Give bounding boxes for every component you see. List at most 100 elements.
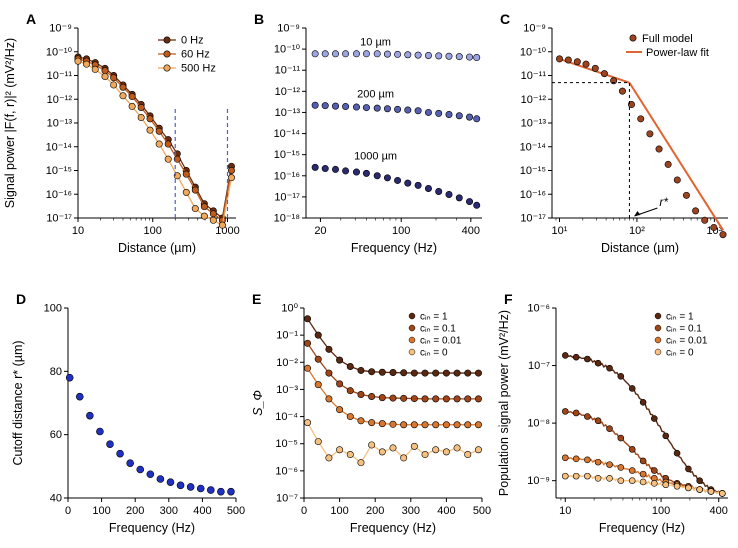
legend-label: cᵢₙ = 0 bbox=[420, 348, 448, 359]
data-marker bbox=[400, 370, 406, 376]
data-marker bbox=[210, 217, 216, 223]
data-marker bbox=[353, 51, 359, 57]
rstar-label: r* bbox=[659, 195, 668, 209]
data-marker bbox=[201, 213, 207, 219]
series-annotation: 1000 µm bbox=[354, 150, 397, 162]
data-marker bbox=[332, 166, 338, 172]
data-marker bbox=[374, 105, 380, 111]
ytick-label: 10⁻³ bbox=[276, 384, 298, 396]
data-marker bbox=[137, 466, 144, 473]
data-marker bbox=[618, 373, 624, 379]
data-marker bbox=[475, 370, 481, 376]
data-marker bbox=[446, 53, 452, 59]
data-marker bbox=[400, 395, 406, 401]
data-marker bbox=[618, 478, 624, 484]
data-marker bbox=[411, 370, 417, 376]
ytick-label: 10⁻⁷ bbox=[528, 360, 550, 372]
data-marker bbox=[384, 175, 390, 181]
data-marker bbox=[322, 102, 328, 108]
data-marker bbox=[584, 473, 590, 479]
legend-label: cᵢₙ = 0.01 bbox=[420, 336, 462, 347]
ytick-label: 10⁻¹⁷ bbox=[520, 213, 546, 225]
data-marker bbox=[443, 396, 449, 402]
data-marker bbox=[390, 445, 396, 451]
data-marker bbox=[433, 422, 439, 428]
xtick-label: 400 bbox=[462, 225, 480, 237]
data-marker bbox=[347, 451, 353, 457]
x-axis-label: Distance (µm) bbox=[118, 241, 196, 255]
data-marker bbox=[363, 104, 369, 110]
data-marker bbox=[425, 109, 431, 115]
panel-B: 2010040010⁻¹⁸10⁻¹⁷10⁻¹⁶10⁻¹⁵10⁻¹⁴10⁻¹³10… bbox=[246, 10, 492, 260]
data-marker bbox=[127, 460, 134, 467]
data-marker bbox=[363, 170, 369, 176]
data-marker bbox=[456, 53, 462, 59]
data-marker bbox=[573, 354, 579, 360]
data-marker bbox=[663, 433, 669, 439]
data-marker bbox=[574, 59, 580, 65]
data-marker bbox=[353, 169, 359, 175]
data-marker bbox=[465, 396, 471, 402]
data-marker bbox=[663, 482, 669, 488]
ytick-label: 10⁻¹⁰ bbox=[520, 46, 547, 58]
xtick-label: 500 bbox=[473, 505, 491, 517]
ytick-label: 10⁻¹² bbox=[521, 94, 547, 106]
xtick-label: 500 bbox=[227, 505, 245, 517]
data-marker bbox=[443, 449, 449, 455]
data-marker bbox=[110, 82, 116, 88]
ytick-label: 10⁻⁵ bbox=[275, 438, 298, 450]
ytick-label: 10⁻¹⁵ bbox=[46, 165, 72, 177]
data-marker bbox=[692, 208, 698, 214]
ytick-label: 10⁻⁷ bbox=[276, 493, 298, 505]
data-marker bbox=[157, 476, 164, 483]
data-marker bbox=[422, 396, 428, 402]
data-marker bbox=[304, 340, 310, 346]
legend-label: cᵢₙ = 0 bbox=[666, 348, 694, 359]
data-marker bbox=[304, 316, 310, 322]
ytick-label: 10⁻¹² bbox=[275, 86, 301, 98]
data-marker bbox=[156, 141, 162, 147]
data-marker bbox=[336, 381, 342, 387]
ytick-label: 10⁻⁹ bbox=[49, 23, 72, 35]
data-marker bbox=[584, 356, 590, 362]
data-marker bbox=[183, 171, 189, 177]
data-marker bbox=[415, 52, 421, 58]
data-marker bbox=[475, 447, 481, 453]
data-marker bbox=[647, 131, 653, 137]
data-marker bbox=[147, 471, 154, 478]
xtick-label: 400 bbox=[710, 505, 728, 517]
xtick-label: 400 bbox=[437, 505, 455, 517]
panel-C: 10¹10²10³10⁻¹⁷10⁻¹⁶10⁻¹⁵10⁻¹⁴10⁻¹³10⁻¹²1… bbox=[492, 10, 738, 260]
data-marker bbox=[315, 356, 321, 362]
ytick-label: 10⁻⁹ bbox=[277, 23, 300, 35]
data-marker bbox=[607, 462, 613, 468]
data-marker bbox=[358, 367, 364, 373]
xtick-label: 100 bbox=[92, 505, 110, 517]
data-marker bbox=[368, 442, 374, 448]
xtick-label: 100 bbox=[330, 505, 348, 517]
data-marker bbox=[433, 447, 439, 453]
panel-letter: F bbox=[504, 291, 513, 307]
ytick-label: 60 bbox=[50, 429, 62, 441]
data-marker bbox=[583, 61, 589, 67]
xtick-label: 0 bbox=[65, 505, 71, 517]
data-marker bbox=[394, 106, 400, 112]
data-marker bbox=[674, 177, 680, 183]
data-marker bbox=[573, 473, 579, 479]
data-marker bbox=[435, 110, 441, 116]
data-marker bbox=[120, 93, 126, 99]
data-marker bbox=[619, 88, 625, 94]
ytick-label: 10⁻⁶ bbox=[527, 303, 550, 315]
data-marker bbox=[697, 487, 703, 493]
data-marker bbox=[433, 370, 439, 376]
data-marker bbox=[638, 116, 644, 122]
x-axis-label: Distance (µm) bbox=[601, 241, 679, 255]
data-marker bbox=[110, 75, 116, 81]
data-marker bbox=[565, 57, 571, 63]
panel-D: 0100200300400500406080100Frequency (Hz)C… bbox=[0, 290, 246, 540]
data-marker bbox=[129, 93, 135, 99]
data-marker bbox=[425, 52, 431, 58]
ytick-label: 10⁻¹⁶ bbox=[274, 170, 300, 182]
data-marker bbox=[454, 445, 460, 451]
data-marker bbox=[422, 370, 428, 376]
